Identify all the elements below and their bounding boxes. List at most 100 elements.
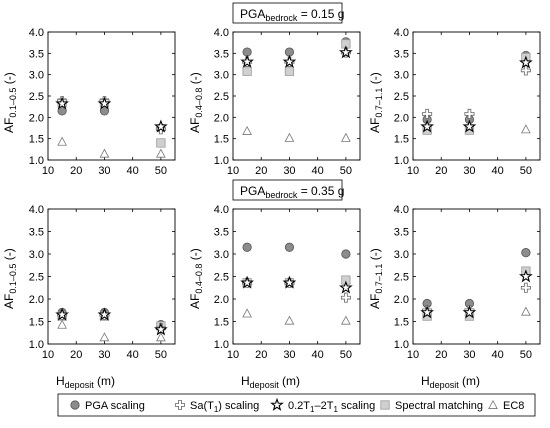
- data-point-ec8: [284, 132, 295, 142]
- x-tick-label: 30: [98, 349, 110, 361]
- y-tick-label: 2.0: [394, 294, 409, 306]
- y-tick-label: 3.5: [394, 48, 409, 60]
- y-tick-label: 3.0: [214, 249, 229, 261]
- data-point-ec8: [521, 124, 531, 134]
- panel-top-right: 10 20 30 40 50 1.0 1.5 2.0 2.5 3.0 3.5 4.0: [394, 27, 541, 177]
- plot-frame: [232, 31, 361, 161]
- ylabel-top-right: AF0.7–1.1 (-): [368, 72, 384, 133]
- ylabel-bm-rest: (-): [188, 248, 202, 263]
- x-tick-label: 40: [492, 349, 504, 361]
- y-tick-label: 1.5: [394, 134, 409, 146]
- x-tick-label: 10: [407, 165, 419, 177]
- data-point-band: [462, 119, 477, 133]
- y-tick-label: 2.0: [29, 294, 44, 306]
- legend-band-a: 0.2T: [288, 400, 310, 412]
- ylabel-bottom-left: AF0.1–0.5 (-): [2, 248, 18, 309]
- y-tick-label: 1.5: [29, 134, 44, 146]
- y-tick-label: 3.5: [29, 227, 44, 239]
- data-point-band: [97, 96, 112, 110]
- data-point-band: [420, 305, 434, 319]
- ylabel-tl-sub: 0.1–0.5: [8, 88, 18, 118]
- y-tick-label: 2.5: [214, 91, 229, 103]
- x-tick-label: 50: [155, 165, 167, 177]
- xlabel-middle-sub: deposit: [250, 380, 280, 390]
- data-point-band: [154, 322, 168, 336]
- x-tick-label: 10: [42, 349, 54, 361]
- ylabel-tm-sub: 0.4–0.8: [194, 88, 204, 118]
- row-title-bottom-sub: bedrock: [265, 190, 298, 200]
- xlabel-middle-rest: (m): [279, 374, 300, 388]
- legend-band-mid: –2T: [314, 400, 333, 412]
- y-tick-label: 3.0: [394, 70, 409, 82]
- data-point-pga: [521, 248, 531, 258]
- panel-top-left: 10 20 30 40 50 1.0 1.5 2.0 2.5 3.0 3.5 4.0: [29, 27, 176, 177]
- ylabel-tl-rest: (-): [2, 72, 16, 87]
- plot-frame: [232, 208, 361, 345]
- xlabel-right-rest: (m): [459, 374, 480, 388]
- row-title-top: PGAbedrock = 0.15 g: [232, 2, 344, 24]
- y-tick-label: 1.5: [214, 317, 229, 329]
- data-point-band: [339, 45, 353, 59]
- data-point-band: [519, 55, 533, 69]
- legend-sa-pre: Sa(T: [190, 400, 214, 412]
- data-point-ec8: [156, 332, 166, 342]
- y-tick-label: 1.5: [214, 134, 229, 146]
- legend-label-sa: Sa(T1) scaling: [190, 400, 259, 414]
- legend-marker-band: [270, 397, 284, 411]
- data-point-band: [339, 280, 353, 294]
- x-tick-label: 20: [255, 165, 267, 177]
- y-tick-label: 3.0: [29, 70, 44, 82]
- y-tick-label: 2.0: [29, 112, 44, 124]
- ylabel-bm-main: AF: [188, 294, 202, 309]
- xlabel-left: Hdeposit (m): [56, 374, 115, 390]
- ylabel-top-middle: AF0.4–0.8 (-): [188, 72, 204, 133]
- ylabel-br-sub: 0.7–1.1: [374, 264, 384, 294]
- plot-frame: [47, 31, 176, 161]
- y-tick-label: 4.0: [214, 27, 229, 39]
- y-tick-label: 2.0: [214, 294, 229, 306]
- x-tick-label: 50: [520, 165, 532, 177]
- x-tick-label: 30: [283, 349, 295, 361]
- panel-top-middle: 10 20 30 40 50 1.0 1.5 2.0 2.5 3.0 3.5 4.0: [214, 27, 361, 177]
- ylabel-bm-sub: 0.4–0.8: [194, 264, 204, 294]
- row-title-bottom-main: PGA: [240, 184, 265, 198]
- legend-marker-pga: [70, 400, 80, 410]
- data-point-band: [97, 307, 112, 321]
- plot-frame: [47, 208, 176, 345]
- plot-frame: [412, 31, 541, 161]
- y-tick-label: 2.0: [394, 112, 409, 124]
- y-tick-label: 2.5: [394, 91, 409, 103]
- x-tick-label: 30: [283, 165, 295, 177]
- y-tick-label: 3.5: [214, 227, 229, 239]
- data-point-pga: [341, 249, 351, 259]
- row-title-top-main: PGA: [240, 7, 265, 21]
- data-point-band: [55, 307, 69, 321]
- ylabel-bl-main: AF: [2, 294, 16, 309]
- x-tick-label: 40: [312, 349, 324, 361]
- row-title-bottom: PGAbedrock = 0.35 g: [232, 179, 344, 201]
- data-point-spectral: [242, 66, 252, 76]
- legend-marker-sa: [174, 399, 186, 411]
- ylabel-br-rest: (-): [368, 248, 382, 263]
- y-tick-label: 4.0: [29, 27, 44, 39]
- data-point-ec8: [242, 125, 252, 135]
- legend-band-b-sub: 1: [333, 405, 338, 414]
- data-point-sa: [422, 108, 433, 119]
- legend-markers: [70, 397, 498, 411]
- data-point-band: [282, 275, 297, 289]
- x-tick-label: 30: [98, 165, 110, 177]
- x-tick-label: 40: [492, 165, 504, 177]
- row-title-bottom-box: [232, 179, 343, 201]
- legend-label-pga: PGA scaling: [85, 400, 145, 412]
- data-point-ec8: [341, 315, 351, 325]
- row-title-top-rest: = 0.15 g: [297, 7, 344, 21]
- x-tick-label: 30: [463, 349, 475, 361]
- data-point-ec8: [521, 306, 531, 316]
- row-title-bottom-text: PGAbedrock = 0.35 g: [240, 184, 344, 200]
- legend-label-ec8: EC8: [503, 400, 524, 412]
- ylabel-tr-rest: (-): [368, 72, 382, 87]
- data-point-pga: [284, 242, 295, 252]
- data-point-ec8: [284, 315, 295, 325]
- x-tick-label: 40: [127, 349, 139, 361]
- y-tick-label: 1.0: [29, 155, 44, 167]
